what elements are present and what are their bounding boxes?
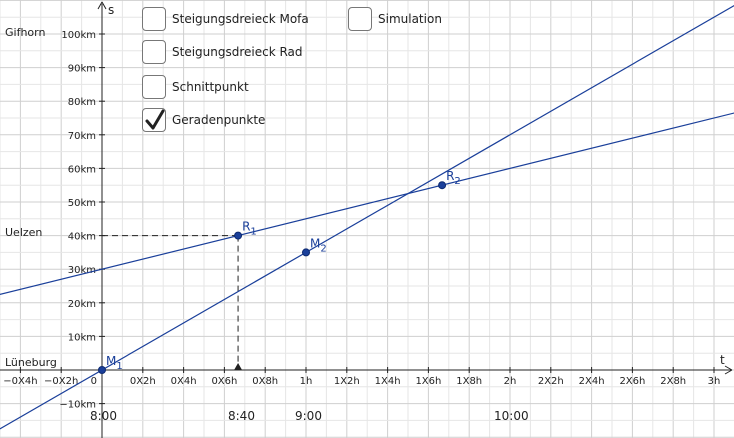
point-r1 [234,231,243,240]
x-tick-label: 2h [504,376,517,387]
point-m2 [302,248,310,257]
x-tick-label: 1X6h [415,376,441,387]
y-axis-arrow [97,1,107,10]
dashed-guides [102,235,243,370]
y-tick-label: 70km [68,131,96,142]
line-rad [0,112,734,296]
checkbox-box[interactable] [348,7,372,31]
checkbox-steigungsdreieck-mofa[interactable]: Steigungsdreieck Mofa [142,7,309,31]
x-tick-label: 0X2h [130,376,156,387]
checkbox-label: Geradenpunkte [172,113,266,127]
x-axis-label: t [720,353,725,367]
y-tick-label: 80km [68,97,96,108]
x-tick-label: −0X2h [44,376,78,387]
checkbox-geradenpunkte[interactable]: Geradenpunkte [142,108,265,132]
point-r2 [438,181,447,190]
checkbox-label: Steigungsdreieck Mofa [172,12,309,26]
point-label-m1: M1 [106,354,123,372]
x-tick-label: 0X6h [211,376,237,387]
y-tick-label: −10km [59,400,96,411]
time-label-800: 8:00 [90,409,117,423]
y-tick-label: 100km [61,30,96,41]
point-label-m2: M2 [310,236,327,254]
checkbox-label: Schnittpunkt [172,80,249,94]
y-tick-label: 90km [68,64,96,75]
y-tick-label: 20km [68,299,96,310]
tick-labels: t s −0X4h −0X2h 0 0X2h 0X4h 0X6h 0X8h 1h 1X2h 1X4h 1… [3,3,725,411]
x-tick-label: 2X4h [579,376,605,387]
y-tick-label: 40km [68,232,96,243]
point-m1 [98,366,106,374]
x-tick-label: 2X6h [619,376,645,387]
checkbox-schnittpunkt[interactable]: Schnittpunkt [142,75,249,99]
y-axis-label: s [108,3,114,17]
y-tick-label: 10km [68,332,96,343]
checkbox-box[interactable] [142,7,166,31]
city-label-gifhorn: Gifhorn [5,26,46,39]
x-tick-label: 0 [91,376,97,387]
x-tick-label: 1X2h [334,376,360,387]
x-tick-label: 0X8h [252,376,278,387]
time-label-900: 9:00 [295,409,322,423]
x-tick-label: 1X8h [456,376,482,387]
checkbox-steigungsdreieck-rad[interactable]: Steigungsdreieck Rad [142,40,303,64]
x-tick-label: 2X2h [538,376,564,387]
x-tick-label: 3h [708,376,721,387]
checkbox-label: Steigungsdreieck Rad [172,45,303,59]
x-tick-label: 1h [300,376,313,387]
x-tick-label: 2X8h [660,376,686,387]
checkbox-box[interactable] [142,40,166,64]
checkbox-box[interactable] [142,108,166,132]
checkmark-icon [145,109,165,130]
x-tick-label: 0X4h [171,376,197,387]
checkbox-box[interactable] [142,75,166,99]
time-marker-triangle [234,363,243,370]
y-tick-label: 50km [68,198,96,209]
time-label-840: 8:40 [228,409,255,423]
city-label-uelzen: Uelzen [5,226,43,239]
x-tick-label: 1X4h [375,376,401,387]
city-label-lueneburg: Lüneburg [5,356,57,369]
y-tick-label: 30km [68,265,96,276]
time-label-1000: 10:00 [494,409,529,423]
checkbox-label: Simulation [378,12,442,26]
x-axis-arrow [724,365,733,375]
point-label-r1: R1 [242,220,257,238]
x-tick-label: −0X4h [3,376,37,387]
point-label-r2: R2 [446,169,461,187]
y-tick-label: 60km [68,164,96,175]
graph-points[interactable]: M1 M2 R1 R2 [98,169,461,374]
checkbox-simulation[interactable]: Simulation [348,7,442,31]
